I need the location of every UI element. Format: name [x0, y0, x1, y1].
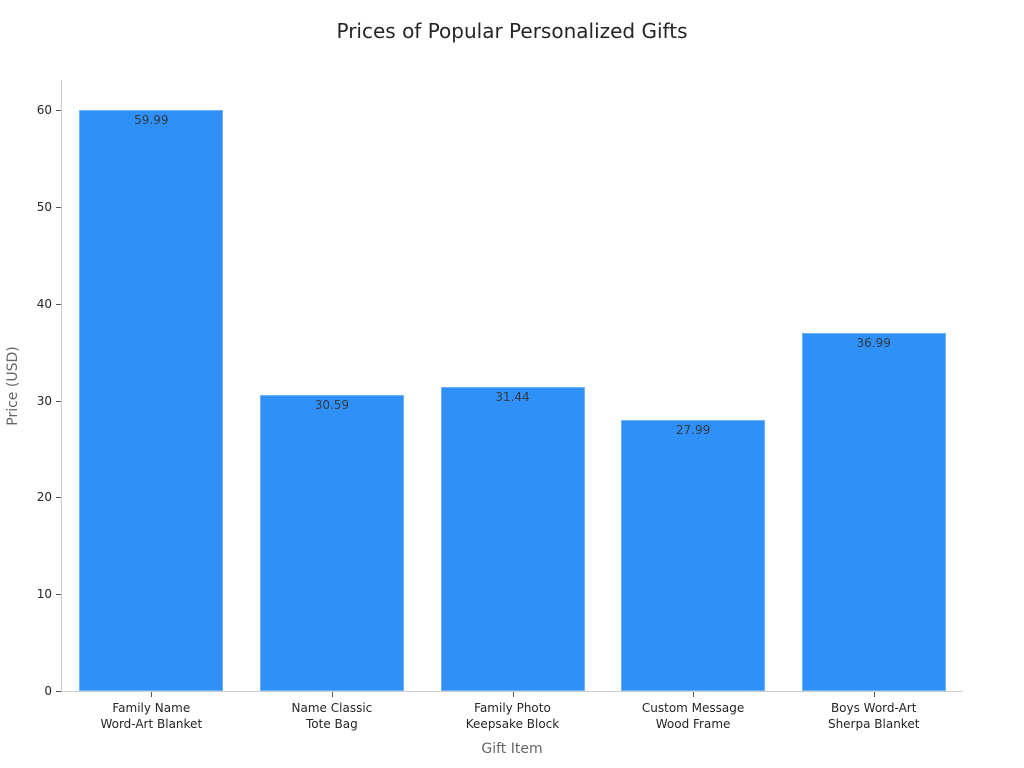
- x-tick-label: Name Classic Tote Bag: [242, 700, 422, 732]
- y-tick: 30: [0, 394, 61, 415]
- x-tick-mark: [151, 692, 152, 697]
- x-tick-mark: [874, 692, 875, 697]
- y-tick: 60: [0, 103, 61, 124]
- y-tick: 0: [0, 684, 61, 705]
- bar-value-label: 36.99: [856, 335, 891, 350]
- y-tick: 50: [0, 200, 61, 221]
- y-tick: 20: [0, 490, 61, 511]
- y-axis-line: [61, 80, 62, 692]
- bar-value-label: 30.59: [314, 397, 350, 412]
- bar-value-label: 27.99: [675, 422, 711, 437]
- bar: [259, 394, 404, 691]
- x-tick-mark: [693, 692, 694, 697]
- x-tick-mark: [332, 692, 333, 697]
- x-tick-label-line: Family Photo: [474, 701, 551, 715]
- y-tick-label: 60: [36, 103, 52, 117]
- x-tick-label: Boys Word-Art Sherpa Blanket: [784, 700, 964, 732]
- x-tick-label-line: Tote Bag: [306, 717, 358, 731]
- x-tick-mark: [513, 692, 514, 697]
- y-tick-label: 10: [36, 587, 52, 602]
- bar: [79, 110, 224, 691]
- x-tick-label-line: Boys Word-Art: [830, 701, 917, 715]
- y-tick-label: 20: [36, 490, 52, 505]
- x-tick-label-line: Keepsake Block: [465, 717, 560, 731]
- bar-value-label: 59.99: [134, 113, 169, 128]
- bar-value-label: 31.44: [495, 389, 530, 404]
- bar: [621, 419, 766, 691]
- y-tick-mark: [56, 691, 61, 692]
- x-tick-label-line: Sherpa Blanket: [827, 717, 920, 731]
- y-tick-mark: [56, 303, 61, 305]
- y-tick: 40: [0, 297, 61, 318]
- y-tick-mark: [56, 497, 61, 499]
- y-tick-label: 40: [36, 296, 52, 311]
- bar: [801, 332, 946, 691]
- x-tick-label-line: Family Name: [112, 701, 191, 715]
- x-tick-label: Family Photo Keepsake Block: [423, 700, 603, 732]
- bar: [440, 386, 585, 691]
- y-tick-label: 30: [36, 393, 52, 408]
- chart-title: Prices of Popular Personalized Gifts: [336, 19, 688, 43]
- x-tick-label-line: Name Classic: [291, 701, 373, 715]
- y-tick-mark: [56, 206, 61, 208]
- x-tick-label: Custom Message Wood Frame: [603, 700, 783, 732]
- y-tick-mark: [56, 400, 61, 402]
- x-tick-label-line: Custom Message: [641, 701, 745, 715]
- x-tick-label-line: Word-Art Blanket: [100, 717, 203, 731]
- y-tick-mark: [56, 110, 61, 111]
- y-tick-label: 0: [44, 684, 52, 698]
- y-tick-label: 50: [36, 199, 52, 214]
- x-axis-line: [61, 691, 963, 692]
- y-tick: 10: [0, 587, 61, 608]
- x-tick-label: Family Name Word-Art Blanket: [61, 700, 241, 732]
- x-axis-title: Gift Item: [481, 741, 543, 757]
- x-tick-label-line: Wood Frame: [655, 717, 731, 731]
- y-tick-mark: [56, 594, 61, 596]
